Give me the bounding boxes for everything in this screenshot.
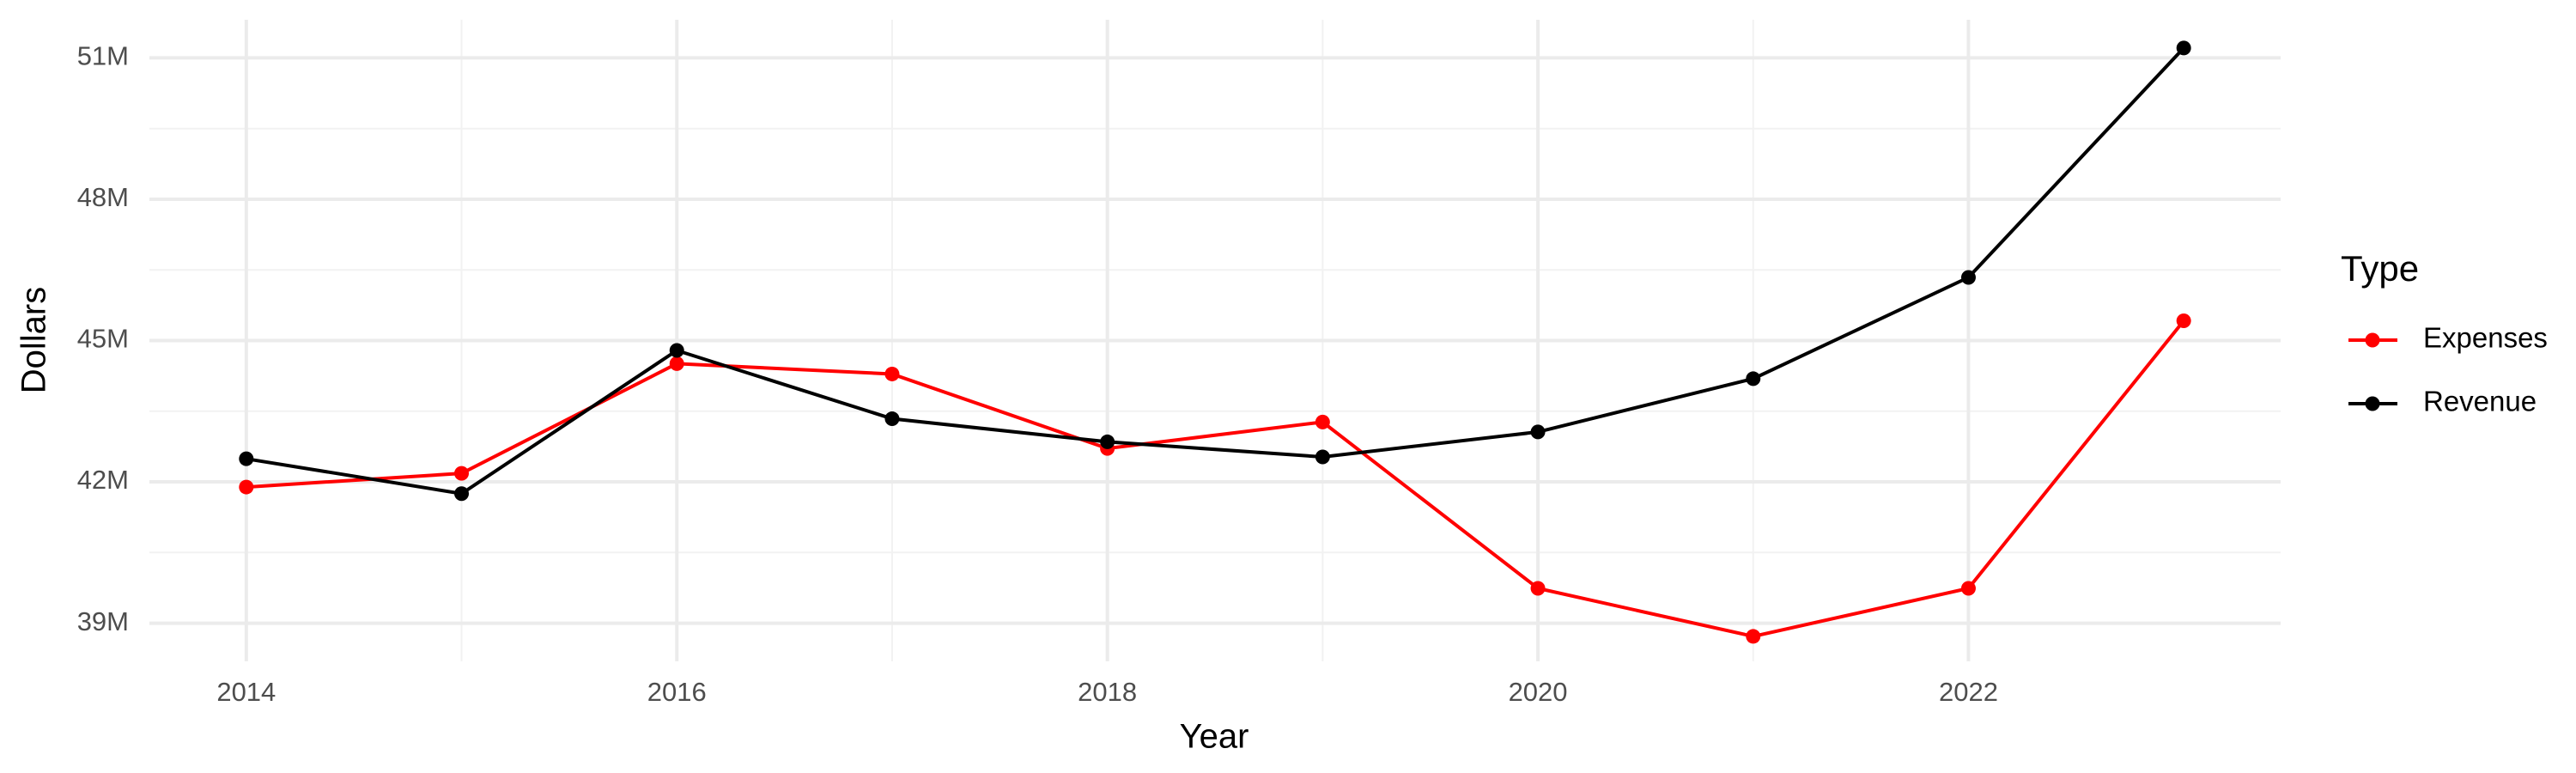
x-tick-label: 2018 <box>1078 677 1137 707</box>
grid <box>149 20 2281 661</box>
x-tick-label: 2020 <box>1509 677 1568 707</box>
x-axis-title: Year <box>1180 718 1249 756</box>
data-point <box>239 479 254 495</box>
data-point <box>454 466 470 481</box>
data-point <box>669 343 684 358</box>
data-point <box>884 366 900 381</box>
x-tick-label: 2016 <box>647 677 707 707</box>
data-point <box>1315 414 1330 429</box>
legend-label: Expenses <box>2423 322 2548 354</box>
x-tick-label: 2022 <box>1939 677 1998 707</box>
data-point <box>1100 434 1115 449</box>
data-point <box>1530 581 1546 596</box>
y-tick-label: 42M <box>77 465 129 495</box>
x-tick-label: 2014 <box>216 677 276 707</box>
data-point <box>454 486 470 502</box>
data-point <box>2176 313 2191 328</box>
y-axis-title: Dollars <box>15 287 53 393</box>
data-point <box>2176 40 2191 56</box>
legend-marker <box>2365 332 2380 348</box>
data-point <box>884 411 900 427</box>
y-tick-label: 39M <box>77 606 129 636</box>
data-point <box>1960 270 1976 285</box>
legend-title: Type <box>2341 248 2419 289</box>
data-point <box>1530 424 1546 440</box>
legend-marker <box>2365 396 2380 411</box>
legend-label: Revenue <box>2423 386 2537 417</box>
plot <box>239 40 2191 644</box>
data-point <box>1960 581 1976 596</box>
data-point <box>1746 629 1761 644</box>
series-line <box>246 46 2185 496</box>
data-point <box>1746 371 1761 386</box>
y-tick-label: 45M <box>77 324 129 354</box>
series-line <box>246 320 2185 638</box>
data-point <box>1315 449 1330 465</box>
y-tick-label: 51M <box>77 41 129 71</box>
data-point <box>239 451 254 466</box>
data-point <box>669 356 684 371</box>
y-tick-label: 48M <box>77 182 129 212</box>
